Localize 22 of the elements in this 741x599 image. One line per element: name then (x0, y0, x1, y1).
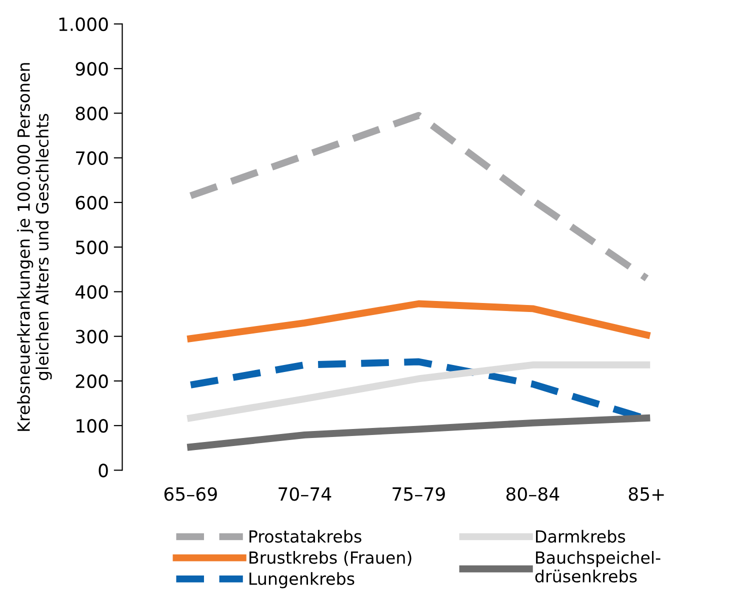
y-tick-label: 500 (76, 240, 108, 254)
y-axis-title: Krebsneuerkrankungen je 100.000 Personen gleichen Alters und Geschlechts (17, 63, 52, 431)
x-tick-label: 80–84 (506, 487, 560, 501)
y-tick-label: 0 (98, 464, 108, 478)
y-tick-label: 300 (76, 330, 108, 344)
legend-label: Bauchspeichel- drüsenkrebs (535, 550, 660, 583)
y-tick-label: 800 (76, 106, 108, 120)
x-tick-label: 75–79 (392, 487, 445, 501)
x-tick-label: 65–69 (164, 487, 217, 501)
legend-label: Lungenkrebs (250, 572, 354, 588)
legend-label: Brustkrebs (Frauen) (250, 550, 412, 566)
x-tick-label: 70–74 (278, 487, 332, 501)
y-tick-label: 400 (75, 285, 108, 299)
y-tick-label: 900 (76, 62, 108, 76)
y-tick-label: 200 (76, 374, 108, 388)
legend-label: Prostatakrebs (250, 530, 362, 543)
x-tick-label: 85+ (628, 487, 664, 501)
y-tick-label: 1.000 (59, 17, 108, 32)
legend-label: Darmkrebs (536, 530, 626, 543)
y-tick-label: 700 (76, 151, 108, 165)
y-tick-label: 600 (76, 196, 108, 210)
y-tick-label: 100 (76, 419, 108, 433)
